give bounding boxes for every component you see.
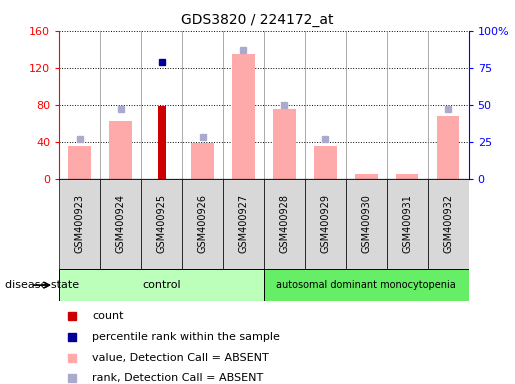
Bar <box>264 269 469 301</box>
Bar <box>346 179 387 269</box>
Text: GSM400931: GSM400931 <box>402 194 412 253</box>
Text: autosomal dominant monocytopenia: autosomal dominant monocytopenia <box>277 280 456 290</box>
Text: GSM400932: GSM400932 <box>443 194 453 253</box>
Text: value, Detection Call = ABSENT: value, Detection Call = ABSENT <box>92 353 269 362</box>
Bar <box>100 179 141 269</box>
Bar <box>437 116 459 179</box>
Bar <box>387 179 427 269</box>
Bar <box>264 179 305 269</box>
Text: GSM400923: GSM400923 <box>75 194 84 253</box>
Text: disease state: disease state <box>5 280 79 290</box>
Bar <box>314 146 337 179</box>
Bar <box>223 179 264 269</box>
Text: count: count <box>92 311 124 321</box>
Bar <box>182 179 223 269</box>
Bar <box>396 174 419 179</box>
Bar <box>305 179 346 269</box>
Text: rank, Detection Call = ABSENT: rank, Detection Call = ABSENT <box>92 373 263 383</box>
Text: GSM400924: GSM400924 <box>116 194 126 253</box>
Text: GSM400930: GSM400930 <box>362 194 371 253</box>
Text: GSM400927: GSM400927 <box>238 194 248 253</box>
Bar <box>355 174 377 179</box>
Text: GSM400928: GSM400928 <box>280 194 289 253</box>
Text: control: control <box>142 280 181 290</box>
Bar <box>427 179 469 269</box>
Bar <box>59 269 264 301</box>
Bar <box>191 144 214 179</box>
Text: GSM400925: GSM400925 <box>157 194 166 253</box>
Text: GSM400926: GSM400926 <box>198 194 208 253</box>
Bar <box>232 54 255 179</box>
Bar <box>273 109 296 179</box>
Text: percentile rank within the sample: percentile rank within the sample <box>92 332 280 342</box>
Bar <box>141 179 182 269</box>
Bar <box>158 106 165 179</box>
Bar <box>109 121 132 179</box>
Text: GSM400929: GSM400929 <box>320 194 330 253</box>
Bar <box>68 146 91 179</box>
Text: GDS3820 / 224172_at: GDS3820 / 224172_at <box>181 13 334 27</box>
Bar <box>59 179 100 269</box>
